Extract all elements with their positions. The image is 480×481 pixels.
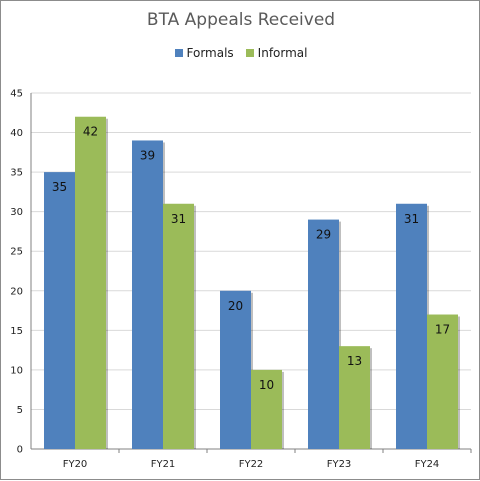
- x-tick-label-FY20: FY20: [63, 459, 88, 470]
- legend-swatch-informal: [245, 49, 254, 57]
- legend-label-informal: Informal: [257, 46, 308, 60]
- x-tick-label-FY22: FY22: [239, 459, 264, 470]
- y-tick-label-10: 10: [10, 365, 23, 376]
- data-label-informal-FY24: 17: [435, 323, 450, 337]
- chart-title: BTA Appeals Received: [146, 10, 336, 30]
- x-tick-label-FY21: FY21: [151, 459, 176, 470]
- data-label-informal-FY23: 13: [347, 354, 362, 368]
- legend-swatch-formals: [174, 49, 183, 57]
- bar-formals-FY23: [308, 219, 339, 449]
- y-tick-label-5: 5: [17, 405, 23, 416]
- x-tick-label-FY23: FY23: [327, 459, 352, 470]
- y-tick-label-35: 35: [10, 168, 23, 179]
- y-tick-label-15: 15: [10, 326, 23, 337]
- bar-formals-FY22: [220, 290, 251, 449]
- bar-informal-FY20: [75, 116, 106, 449]
- data-label-formals-FY24: 31: [404, 212, 419, 226]
- data-label-formals-FY22: 20: [228, 299, 243, 313]
- bar-formals-FY20: [44, 172, 75, 449]
- bar-informal-FY24: [427, 314, 458, 449]
- y-tick-label-45: 45: [10, 89, 23, 100]
- legend-label-formals: Formals: [186, 46, 234, 60]
- y-tick-label-20: 20: [10, 286, 23, 297]
- y-tick-label-25: 25: [10, 247, 23, 258]
- data-label-formals-FY20: 35: [52, 180, 67, 194]
- legend-entry-formals: Formals: [174, 46, 234, 60]
- data-label-formals-FY21: 39: [140, 148, 155, 162]
- y-tick-label-40: 40: [10, 128, 23, 139]
- data-label-informal-FY20: 42: [83, 125, 98, 139]
- x-tick-label-FY24: FY24: [415, 459, 440, 470]
- bar-informal-FY21: [163, 203, 194, 449]
- chart-legend: Formals Informal: [1, 46, 480, 60]
- bar-informal-FY22: [251, 369, 282, 449]
- data-label-formals-FY23: 29: [316, 228, 331, 242]
- bar-informal-FY23: [339, 346, 370, 449]
- y-tick-label-0: 0: [17, 445, 23, 456]
- bar-formals-FY24: [396, 203, 427, 449]
- data-label-informal-FY21: 31: [171, 212, 186, 226]
- legend-entry-informal: Informal: [245, 46, 308, 60]
- bar-formals-FY21: [132, 140, 163, 449]
- data-label-informal-FY22: 10: [259, 378, 274, 392]
- y-tick-label-30: 30: [10, 207, 23, 218]
